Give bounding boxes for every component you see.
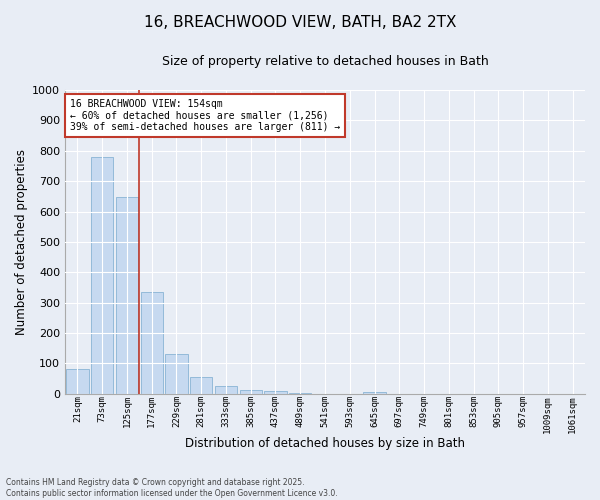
Title: Size of property relative to detached houses in Bath: Size of property relative to detached ho…: [161, 55, 488, 68]
Bar: [166, 354, 188, 394]
Bar: [364, 392, 386, 394]
Bar: [66, 368, 89, 394]
Bar: [265, 392, 287, 394]
Bar: [91, 157, 113, 394]
Text: 16 BREACHWOOD VIEW: 154sqm
← 60% of detached houses are smaller (1,256)
39% of s: 16 BREACHWOOD VIEW: 154sqm ← 60% of deta…: [70, 99, 340, 132]
Bar: [239, 390, 262, 394]
Bar: [215, 386, 237, 394]
X-axis label: Distribution of detached houses by size in Bath: Distribution of detached houses by size …: [185, 437, 465, 450]
Y-axis label: Number of detached properties: Number of detached properties: [15, 149, 28, 335]
Text: Contains HM Land Registry data © Crown copyright and database right 2025.
Contai: Contains HM Land Registry data © Crown c…: [6, 478, 338, 498]
Bar: [289, 392, 311, 394]
Bar: [190, 376, 212, 394]
Text: 16, BREACHWOOD VIEW, BATH, BA2 2TX: 16, BREACHWOOD VIEW, BATH, BA2 2TX: [144, 15, 456, 30]
Bar: [116, 197, 138, 394]
Bar: [140, 292, 163, 394]
